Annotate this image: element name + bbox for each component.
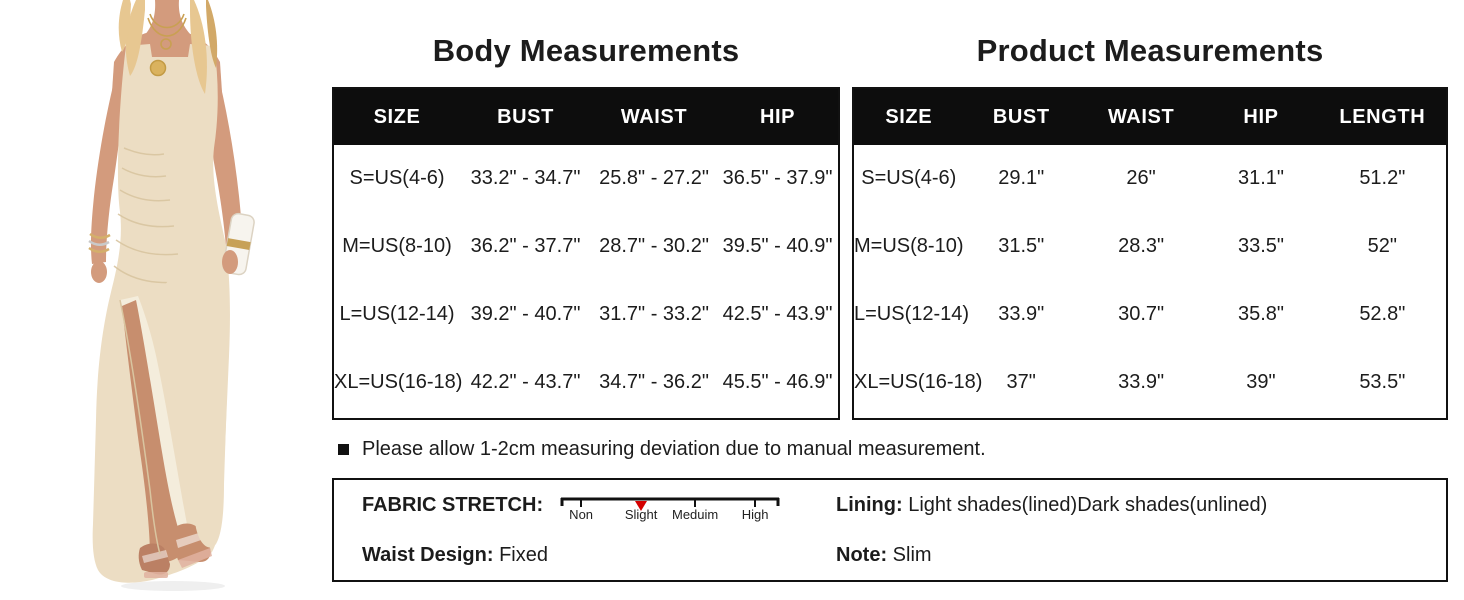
column-header-bust: BUST [992,105,1050,128]
hip-cell: 31.1" [1237,167,1284,190]
column-header-size: SIZE [885,105,933,128]
hip-cell: 39" [1246,370,1276,393]
waist-cell: 33.9" [1118,370,1165,393]
note-label: Note: [836,543,893,566]
table-row: M=US(8-10) 31.5" 28.3" 33.5" 52" [854,213,1446,281]
table-row: S=US(4-6) 29.1" 26" 31.1" 51.2" [854,145,1446,213]
size-cell: L=US(12-14) [854,302,970,325]
stretch-marker-icon [635,501,648,511]
hip-cell: 36.5" - 37.9" [722,167,833,190]
column-header-hip: HIP [1243,105,1279,128]
stretch-level-high: High [741,507,769,522]
note-value: Slim [892,543,932,566]
size-cell: XL=US(16-18) [854,370,983,393]
stretch-level-medium: Meduim [671,507,719,522]
note-text: Please allow 1-2cm measuring deviation d… [362,438,986,460]
table-body: S=US(4-6) 29.1" 26" 31.1" 51.2" M=US(8-1… [854,145,1446,416]
fabric-stretch-row: FABRIC STRETCH: Non Slight Meduim High [362,482,836,528]
bust-cell: 37" [1006,370,1036,393]
hip-cell: 35.8" [1237,302,1284,325]
product-photo-dress-model [78,0,320,600]
table-row: S=US(4-6) 33.2" - 34.7" 25.8" - 27.2" 36… [334,145,838,213]
column-header-length: LENGTH [1339,105,1426,128]
product-measurements-table: SIZE BUST WAIST HIP LENGTH S=US(4-6) 29.… [852,87,1448,420]
column-header-hip: HIP [759,105,796,128]
size-cell: M=US(8-10) [342,235,452,258]
lining-row: Lining: Light shades(lined)Dark shades(u… [836,494,1446,517]
bust-cell: 29.1" [998,167,1045,190]
stretch-level-slight: Slight [624,507,658,522]
waist-cell: 30.7" [1118,302,1165,325]
hip-cell: 45.5" - 46.9" [722,370,833,393]
measuring-deviation-note: Please allow 1-2cm measuring deviation d… [338,438,986,461]
hip-cell: 39.5" - 40.9" [722,235,833,258]
waist-design-value: Fixed [499,543,548,566]
hip-cell: 33.5" [1237,235,1284,258]
note-row: Note: Slim [836,544,1446,567]
bust-cell: 39.2" - 40.7" [470,302,581,325]
waist-cell: 25.8" - 27.2" [599,167,709,190]
bullet-square-icon [338,444,349,455]
fabric-details-box: FABRIC STRETCH: Non Slight Meduim High L… [332,478,1448,582]
length-cell: 51.2" [1359,167,1406,190]
lining-label: Lining: [836,493,909,516]
fabric-stretch-label: FABRIC STRETCH: [362,493,544,516]
table-row: L=US(12-14) 39.2" - 40.7" 31.7" - 33.2" … [334,281,838,349]
body-measurements-table: SIZE BUST WAIST HIP S=US(4-6) 33.2" - 34… [332,87,840,420]
size-cell: S=US(4-6) [349,167,445,190]
table-body: S=US(4-6) 33.2" - 34.7" 25.8" - 27.2" 36… [334,145,838,416]
bust-cell: 42.2" - 43.7" [470,370,581,393]
table-row: M=US(8-10) 36.2" - 37.7" 28.7" - 30.2" 3… [334,213,838,281]
waist-cell: 26" [1126,167,1156,190]
stretch-scale: Non Slight Meduim High [559,492,781,528]
bust-cell: 36.2" - 37.7" [470,235,581,258]
length-cell: 52.8" [1359,302,1406,325]
waist-cell: 34.7" - 36.2" [599,370,709,393]
product-measurements-title: Product Measurements [976,33,1324,68]
bust-cell: 33.2" - 34.7" [470,167,581,190]
body-measurements-title: Body Measurements [432,33,740,68]
bust-cell: 33.9" [998,302,1045,325]
lining-value: Light shades(lined)Dark shades(unlined) [908,493,1268,516]
waist-design-row: Waist Design: Fixed [362,544,836,567]
table-row: XL=US(16-18) 42.2" - 43.7" 34.7" - 36.2"… [334,348,838,416]
column-header-waist: WAIST [620,105,688,128]
column-header-waist: WAIST [1107,105,1175,128]
dress-model-illustration [88,0,255,591]
waist-cell: 31.7" - 33.2" [599,302,709,325]
waist-cell: 28.3" [1118,235,1165,258]
size-cell: S=US(4-6) [861,167,957,190]
waist-cell: 28.7" - 30.2" [599,235,709,258]
size-cell: XL=US(16-18) [334,370,463,393]
waist-design-label: Waist Design: [362,543,500,566]
table-header-row: SIZE BUST WAIST HIP [334,89,838,145]
stretch-level-non: Non [569,507,594,522]
table-header-row: SIZE BUST WAIST HIP LENGTH [854,89,1446,145]
length-cell: 52" [1367,235,1398,258]
size-cell: L=US(12-14) [339,302,455,325]
hip-cell: 42.5" - 43.9" [722,302,833,325]
table-row: XL=US(16-18) 37" 33.9" 39" 53.5" [854,348,1446,416]
table-row: L=US(12-14) 33.9" 30.7" 35.8" 52.8" [854,281,1446,349]
column-header-bust: BUST [497,105,554,128]
length-cell: 53.5" [1359,370,1406,393]
size-cell: M=US(8-10) [854,235,964,258]
stretch-scale-axis [560,497,780,511]
column-header-size: SIZE [373,105,421,128]
bust-cell: 31.5" [998,235,1045,258]
